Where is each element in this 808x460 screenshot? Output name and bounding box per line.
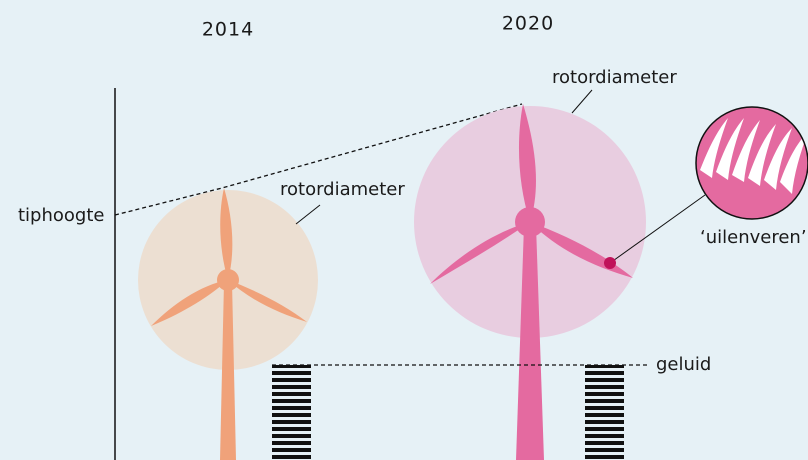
year-label: 2014 — [202, 19, 254, 41]
year-label: 2020 — [502, 13, 554, 35]
background — [0, 0, 808, 460]
feather-point — [604, 257, 616, 269]
tip-height-label: tiphoogte — [18, 205, 104, 226]
noise-bar-2020 — [585, 365, 624, 460]
noise-label: geluid — [656, 354, 711, 375]
hub-2014 — [217, 269, 239, 291]
feathers-label: ‘uilenveren’ — [700, 227, 807, 248]
noise-bar-2014 — [272, 365, 311, 460]
rotor-label: rotordiameter — [552, 67, 677, 88]
diagram: 2014 2020 tiphoogte rotordiameter rotord… — [0, 0, 808, 460]
hub-2020 — [515, 207, 545, 237]
rotor-label: rotordiameter — [280, 179, 405, 200]
